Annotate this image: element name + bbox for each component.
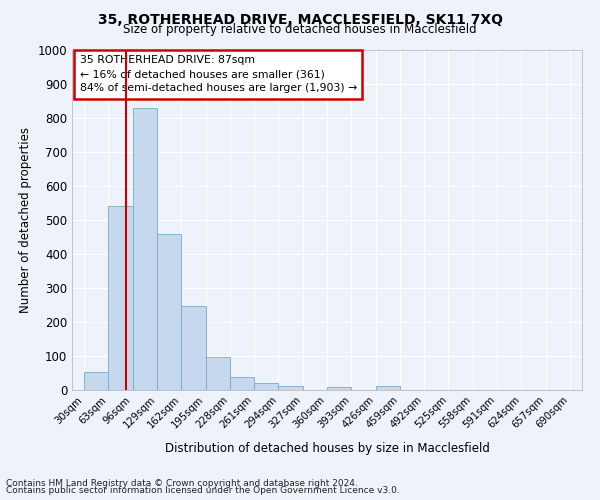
- Y-axis label: Number of detached properties: Number of detached properties: [19, 127, 32, 313]
- Bar: [133, 108, 157, 390]
- Text: 35, ROTHERHEAD DRIVE, MACCLESFIELD, SK11 7XQ: 35, ROTHERHEAD DRIVE, MACCLESFIELD, SK11…: [97, 12, 503, 26]
- Text: Contains public sector information licensed under the Open Government Licence v3: Contains public sector information licen…: [6, 486, 400, 495]
- Bar: [109, 206, 133, 390]
- Text: Contains HM Land Registry data © Crown copyright and database right 2024.: Contains HM Land Registry data © Crown c…: [6, 478, 358, 488]
- Bar: [206, 356, 230, 390]
- Text: 35 ROTHERHEAD DRIVE: 87sqm
← 16% of detached houses are smaller (361)
84% of sem: 35 ROTHERHEAD DRIVE: 87sqm ← 16% of deta…: [80, 55, 357, 93]
- Text: Size of property relative to detached houses in Macclesfield: Size of property relative to detached ho…: [123, 22, 477, 36]
- Bar: [181, 306, 206, 390]
- Bar: [84, 372, 109, 390]
- Bar: [230, 377, 254, 390]
- Bar: [376, 386, 400, 390]
- Bar: [278, 386, 303, 390]
- X-axis label: Distribution of detached houses by size in Macclesfield: Distribution of detached houses by size …: [164, 442, 490, 454]
- Bar: [157, 234, 181, 390]
- Bar: [254, 382, 278, 390]
- Bar: [327, 386, 351, 390]
